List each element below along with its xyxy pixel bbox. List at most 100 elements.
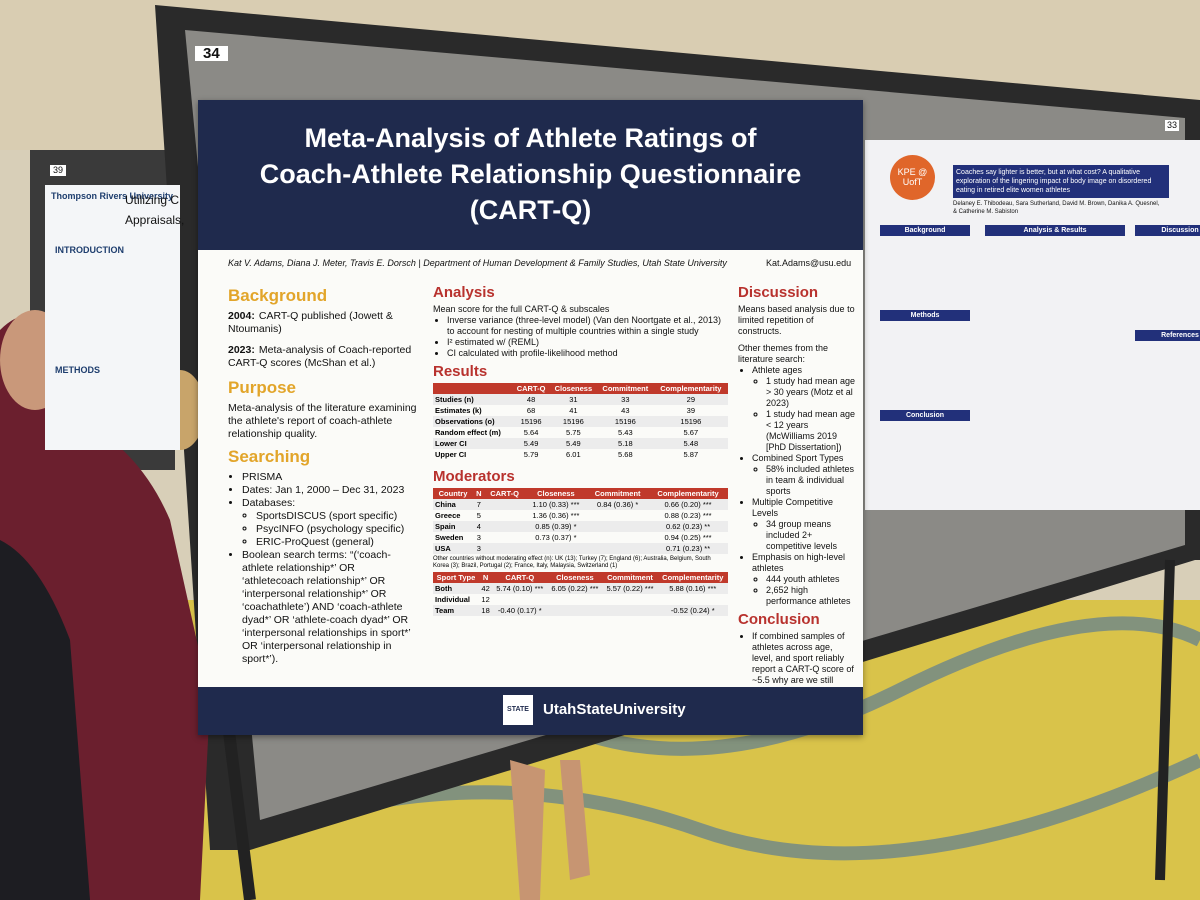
text: Meta-analysis of Coach-reported CART-Q s… [228,344,412,369]
header-cell: Closeness [547,572,603,583]
cell: 4 [473,521,485,532]
heading: Background [228,286,328,305]
text: Combined Sport Types [752,453,844,463]
cell: 5.57 (0.22) *** [602,583,658,594]
title-line: (CART-Q) [469,195,592,225]
list-item: Emphasis on high-level athletes444 youth… [752,552,856,607]
legs [510,760,590,900]
list-item: Boolean search terms: “(‘coach-athlete r… [242,549,418,666]
sub-list: 1 study had mean age > 30 years (Motz et… [752,376,856,453]
cell: 15196 [596,416,654,427]
row: Random effect (m) 5.64 5.75 5.43 5.67 [433,427,728,438]
list-item: 34 group means included 2+ competitive l… [766,519,856,552]
cell [587,510,648,521]
cell [492,594,547,605]
logo-mark: STATE [503,695,533,725]
sub-list: 34 group means included 2+ competitive l… [752,519,856,552]
cell [547,605,603,616]
list-item: 444 youth athletes [766,574,856,585]
cell: 0.62 (0.23) ** [648,521,728,532]
row-label: USA [433,543,474,554]
cell: 0.66 (0.20) *** [648,499,728,510]
section-heading: Conclusion [880,410,970,421]
cell: 5 [476,511,481,520]
right-poster: KPE @ UofT Coaches say lighter is better… [865,120,1200,510]
cell: 31 [549,394,597,405]
background-item: 2004: CART-Q published (Jowett & Ntoumani… [228,310,418,336]
header-row: Country N CART-Q Closeness Commitment Complem… [433,488,728,499]
row: Upper CI 5.79 6.01 5.68 5.87 [433,449,728,460]
header-cell: Complementarity [657,572,728,583]
cell: 5.49 [549,438,597,449]
section-heading: References [1135,330,1200,341]
row-label: Greece [435,511,461,520]
row: Studies (n) 48 31 33 29 [433,394,728,405]
list-item: Combined Sport Types58% included athlete… [752,453,856,497]
row-label: Both [433,583,479,594]
authors: Kat V. Adams, Diana J. Meter, Travis E. … [228,258,727,268]
cell: 15196 [549,416,597,427]
cell: 5.79 [523,450,539,459]
header-cell: Country [433,488,474,499]
cell: 5.48 [653,438,728,449]
year: 2023: [228,344,255,356]
left-poster: 39 Thompson Rivers University Utilizing … [45,165,184,450]
heading: Conclusion [738,611,820,628]
cell: 3 [476,533,481,542]
header-cell: CART-Q [492,572,548,583]
discussion: Athlete ages1 study had mean age > 30 ye… [738,365,856,607]
row: Both 42 5.74 (0.10) *** 6.05 (0.22) *** 5.57… [433,583,728,594]
row-label: Lower CI [433,438,513,449]
cell: 5.18 [596,438,654,449]
cell: 0.84 (0.36) * [587,499,649,510]
list-item: Multiple Competitive Levels34 group mean… [752,497,856,552]
row: Team 18 -0.40 (0.17) * -0.52 (0.24) * [433,605,728,616]
cell: 5.43 [618,428,633,437]
row: China 7 1.10 (0.33) *** 0.84 (0.36) * 0.66 (… [433,499,728,510]
cell: 0.94 (0.25) *** [664,533,712,542]
cell: 5.64 [523,428,539,437]
board-number: 33 [1165,120,1180,131]
background: 2004: CART-Q published (Jowett & Ntoumani… [228,310,418,370]
header-row: CART-Q Closeness Commitment Complementarity [433,383,728,394]
cell [587,532,648,543]
section-heading: Discussion [1135,225,1200,236]
cell [484,499,525,510]
sub-list: 58% included athletes in team & individu… [752,464,856,497]
row-label: Random effect (m) [435,428,501,437]
cell [484,521,525,532]
heading: Discussion [738,284,819,301]
title-line: Meta-Analysis of Athlete Ratings of [304,123,757,153]
footer: STATE UtahStateUniversity [198,687,863,735]
cell [602,594,657,605]
list-item: SportsDISCUS (sport specific) [256,510,418,523]
cell: 33 [596,394,654,405]
cell: 5.87 [683,450,699,459]
header-cell: Commitment [587,488,649,499]
header-cell [433,383,513,394]
row-label: Individual [435,595,471,604]
results-table: CART-Q Closeness Commitment Complementarity… [433,383,728,460]
cell [658,594,728,605]
cell: 18 [478,605,493,616]
list-item: 58% included athletes in team & individu… [766,464,856,497]
board-number: 39 [50,165,67,176]
cell: 43 [621,406,630,415]
cell [587,521,649,532]
cell: 12 [481,595,490,604]
cell: 29 [653,394,728,405]
header-cell: N [478,572,493,583]
moderators-table: Country N CART-Q Closeness Commitment Complem… [433,488,728,554]
university: Thompson Rivers University [51,191,174,201]
cell: 5.75 [566,428,581,437]
title-line: Coach-Athlete Relationship Questionnaire [259,159,802,189]
text: CART-Q published (Jowett & Ntoumanis) [228,310,393,335]
email: Kat.Adams@usu.edu [766,258,852,268]
row-label: China [433,499,474,510]
moderators-table: Sport Type N CART-Q Closeness Commitment Comp… [433,572,728,616]
board-leg [1155,559,1175,881]
title-fragment: Appraisals, [125,213,185,227]
cell: 0.73 (0.37) * [535,533,577,542]
text: Emphasis on high-level athletes [752,552,846,573]
list-item: ERIC-ProQuest (general) [256,536,418,549]
